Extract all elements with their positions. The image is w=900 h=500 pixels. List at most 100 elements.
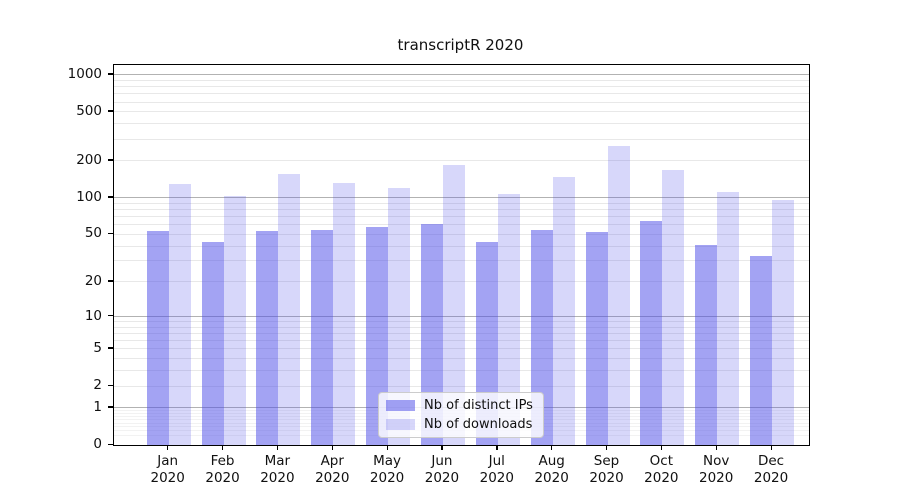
y-tick-mark-2 [108,384,113,386]
y-tick-mark-20 [108,280,113,282]
bar-distinct-ips-jan [146,231,169,445]
y-tick-label-50: 50 [84,225,102,242]
x-tick-mark-aug [551,445,553,450]
bar-distinct-ips-nov [695,244,718,445]
x-tick-mark-jan [167,445,169,450]
bar-downloads-oct [662,170,685,445]
y-tick-mark-1000 [108,73,113,75]
y-tick-label-500: 500 [76,102,102,119]
legend-label-downloads: Nb of downloads [424,417,533,432]
bar-downloads-dec [772,200,795,445]
bar-distinct-ips-sep [585,232,608,445]
bar-distinct-ips-may [366,226,389,445]
x-tick-label-jul: Jul 2020 [479,453,514,486]
x-tick-label-dec: Dec 2020 [753,453,789,486]
gridline-500 [114,111,809,113]
y-tick-label-2: 2 [93,377,102,394]
x-tick-label-oct: Oct 2020 [644,453,679,486]
y-tick-label-1: 1 [93,398,102,415]
y-tick-label-100: 100 [76,188,102,205]
x-tick-mark-mar [276,445,279,450]
gridline-30 [114,260,809,262]
bar-downloads-feb [223,195,246,445]
legend-swatch-downloads [386,419,415,430]
x-tick-mark-may [386,445,388,450]
x-tick-label-feb: Feb 2020 [205,453,240,486]
chart-title: transcriptR 2020 [397,36,524,54]
gridline-7 [114,333,809,335]
x-tick-mark-sep [606,445,608,450]
bar-distinct-ips-oct [640,220,663,445]
bar-downloads-jul [497,193,520,445]
y-tick-mark-10 [108,315,113,317]
gridline-8 [114,326,809,328]
gridline-900 [114,79,809,81]
gridline-6 [114,340,809,342]
legend-row-downloads: Nb of downloads [386,417,533,432]
bar-downloads-apr [333,183,356,445]
x-tick-mark-feb [222,445,224,450]
bar-distinct-ips-apr [311,230,334,445]
plot-area: Nb of distinct IPs Nb of downloads [113,64,810,446]
gridline-20 [114,281,809,283]
gridline-600 [114,101,809,103]
y-tick-label-200: 200 [76,151,102,168]
gridline-800 [114,86,809,88]
gridline-10 [114,316,809,317]
gridline-300 [114,138,809,140]
bar-distinct-ips-feb [201,242,224,445]
y-tick-mark-1 [108,406,113,408]
bar-downloads-jan [168,183,191,445]
bar-distinct-ips-aug [530,230,553,445]
x-tick-label-may: May 2020 [369,453,405,486]
gridline-2 [114,385,809,387]
bar-downloads-may [388,188,411,445]
x-tick-label-apr: Apr 2020 [315,453,350,486]
y-tick-label-10: 10 [84,307,102,324]
gridline-200 [114,160,809,162]
gridline-4 [114,358,809,360]
gridline-1000 [114,74,809,76]
gridline-80 [114,209,809,211]
y-tick-mark-5 [108,347,113,349]
x-tick-label-sep: Sep 2020 [589,453,624,486]
x-tick-label-nov: Nov 2020 [699,453,734,486]
gridline-70 [114,216,809,218]
x-tick-mark-oct [660,445,663,450]
gridline-90 [114,202,809,204]
y-tick-mark-200 [108,159,113,161]
x-tick-label-jan: Jan 2020 [150,453,185,486]
x-tick-label-jun: Jun 2020 [424,453,460,486]
bar-downloads-nov [717,191,740,445]
y-tick-label-5: 5 [93,339,102,356]
gridline-5 [114,348,809,350]
legend-swatch-distinct-ips [386,400,415,411]
y-tick-label-0: 0 [93,436,102,452]
x-tick-mark-nov [715,445,717,450]
x-tick-mark-dec [770,445,772,450]
x-tick-mark-jul [496,445,498,450]
gridline-60 [114,224,809,226]
y-tick-mark-50 [108,232,113,235]
gridline-400 [114,123,809,125]
gridline-3 [114,370,809,372]
gridline-100 [114,197,809,199]
y-tick-label-20: 20 [84,272,102,289]
bar-downloads-sep [607,145,630,445]
bar-distinct-ips-mar [256,231,279,445]
x-tick-label-mar: Mar 2020 [260,453,295,486]
legend-label-distinct-ips: Nb of distinct IPs [424,398,533,413]
y-tick-mark-500 [108,110,113,112]
legend-row-distinct-ips: Nb of distinct IPs [386,398,533,413]
y-tick-mark-100 [108,196,113,198]
gridline-700 [114,93,809,95]
bar-distinct-ips-dec [750,256,773,445]
x-tick-mark-apr [331,445,334,450]
x-tick-mark-jun [441,445,443,450]
y-tick-mark-0 [108,443,113,445]
gridline-50 [114,233,809,235]
bar-downloads-mar [278,174,301,445]
bar-downloads-jun [442,164,465,445]
gridline-9 [114,321,809,323]
